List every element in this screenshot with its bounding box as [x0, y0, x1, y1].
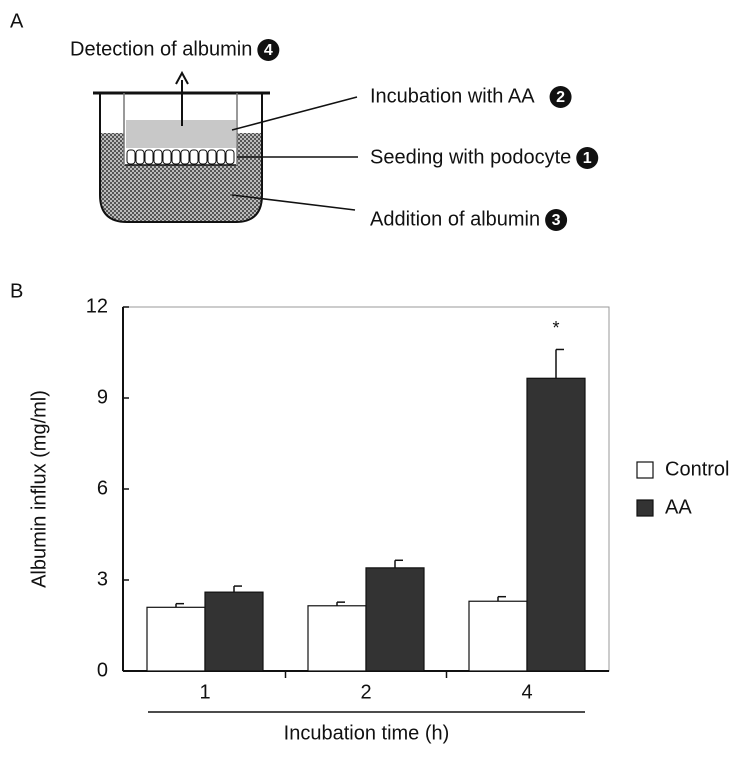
bar	[204, 591, 264, 672]
bar	[146, 606, 206, 672]
step-number: 2	[556, 89, 565, 106]
y-tick-label: 3	[97, 568, 108, 590]
legend-label: Control	[665, 458, 729, 480]
x-tick-label: 4	[521, 681, 532, 703]
y-tick-label: 9	[97, 386, 108, 408]
well-diagram	[93, 70, 358, 223]
step-badge	[257, 39, 280, 61]
legend-label: AA	[665, 496, 692, 518]
bar	[468, 600, 528, 672]
x-axis-label: Incubation time (h)	[284, 722, 450, 744]
step-number: 1	[583, 150, 592, 167]
step-badge	[545, 209, 568, 231]
y-tick-label: 12	[86, 295, 108, 317]
step-label: Seeding with podocyte	[370, 146, 571, 168]
panel-label: B	[10, 280, 23, 302]
step-number: 4	[264, 42, 273, 59]
panel-label: A	[10, 10, 24, 32]
y-axis-label: Albumin influx (mg/ml)	[28, 390, 50, 588]
step-label: Addition of albumin	[370, 208, 540, 230]
step-label: Detection of albumin	[70, 38, 252, 60]
significance-mark: *	[552, 318, 559, 338]
bar	[526, 377, 586, 672]
x-tick-label: 1	[199, 681, 210, 703]
step-badge	[549, 86, 572, 108]
step-label: Incubation with AA	[370, 85, 535, 107]
step-badge	[576, 147, 599, 169]
x-tick-label: 2	[360, 681, 371, 703]
bar	[365, 567, 425, 672]
step-number: 3	[552, 212, 561, 229]
legend-swatch	[636, 461, 654, 479]
y-tick-label: 0	[97, 659, 108, 681]
legend-swatch	[636, 499, 654, 517]
y-tick-label: 6	[97, 477, 108, 499]
bar	[307, 605, 367, 672]
